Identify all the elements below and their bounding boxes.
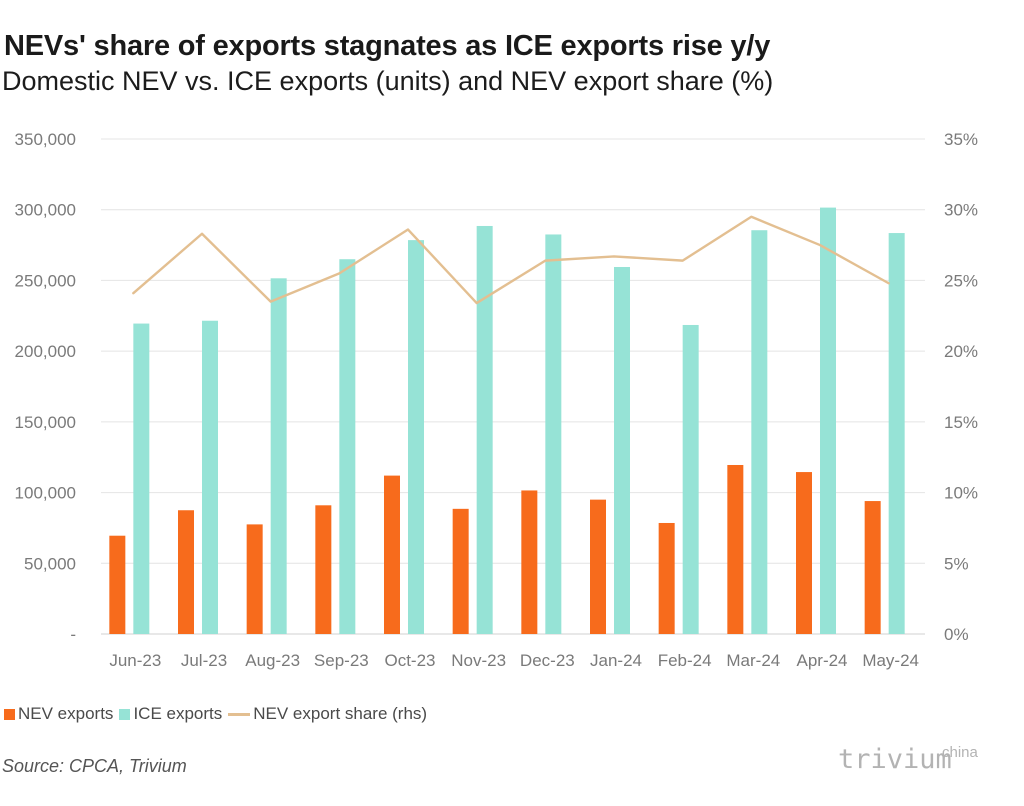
legend-item-ice: ICE exports: [119, 704, 222, 724]
x-tick-label: Nov-23: [451, 651, 506, 670]
bar-nev-exports: [178, 510, 194, 634]
bar-nev-exports: [384, 475, 400, 634]
bar-nev-exports: [796, 472, 812, 634]
y-left-tick-label: 150,000: [15, 413, 76, 432]
y-right-tick-label: 0%: [944, 625, 969, 644]
chart-title: NEVs' share of exports stagnates as ICE …: [4, 30, 771, 62]
axes: - 50,000 100,000 150,000 200,000 250,000 300,0…: [15, 130, 978, 670]
y-right-tick-label: 30%: [944, 201, 978, 220]
y-right-tick-label: 10%: [944, 484, 978, 503]
x-tick-label: Aug-23: [245, 651, 300, 670]
x-tick-label: Jan-24: [590, 651, 642, 670]
bar-ice-exports: [339, 259, 356, 634]
bar-ice-exports: [133, 323, 150, 634]
x-tick-label: Jun-23: [109, 651, 161, 670]
legend: NEV exports ICE exports NEV export share…: [4, 704, 433, 724]
legend-item-nev: NEV exports: [4, 704, 113, 724]
bar-ice-exports: [270, 278, 287, 634]
bar-nev-exports: [864, 501, 881, 634]
y-left-tick-label: 50,000: [24, 554, 76, 573]
legend-swatch-share: [228, 712, 251, 716]
legend-swatch-ice: [119, 708, 131, 720]
bar-ice-exports: [751, 230, 768, 634]
x-tick-label: Mar-24: [726, 651, 780, 670]
y-left-tick-label: -: [70, 625, 76, 644]
share-line: [132, 215, 890, 305]
gridlines: [101, 138, 925, 635]
y-right-tick-label: 25%: [944, 271, 978, 290]
bar-ice-exports: [614, 266, 630, 634]
y-left-tick-label: 200,000: [15, 342, 76, 361]
legend-item-share: NEV export share (rhs): [228, 704, 427, 724]
x-tick-label: May-24: [862, 651, 919, 670]
bar-nev-exports: [315, 505, 332, 634]
y-right-tick-label: 5%: [944, 554, 969, 573]
bar-ice-exports: [476, 225, 493, 634]
bar-nev-exports: [109, 535, 126, 634]
y-right-tick-label: 35%: [944, 130, 978, 149]
legend-label-ice: ICE exports: [133, 704, 223, 723]
bars: [109, 207, 905, 635]
legend-label-share: NEV export share (rhs): [253, 704, 428, 723]
line-nev-export-share: [132, 215, 890, 305]
source-note: Source: CPCA, Trivium: [2, 756, 187, 776]
legend-swatch-nev: [4, 708, 15, 720]
legend-label-nev: NEV exports: [18, 704, 114, 723]
bar-nev-exports: [658, 522, 675, 634]
bar-nev-exports: [452, 508, 469, 634]
x-tick-label: Feb-24: [658, 651, 712, 670]
brand-logo-sup: china: [942, 744, 978, 761]
bar-nev-exports: [727, 464, 744, 634]
bar-nev-exports: [246, 524, 263, 634]
x-tick-label: Sep-23: [314, 651, 369, 670]
x-tick-label: Apr-24: [796, 651, 847, 670]
y-left-tick-label: 250,000: [15, 271, 76, 290]
y-left-tick-label: 300,000: [15, 201, 76, 220]
bar-ice-exports: [682, 324, 699, 634]
chart-subtitle: Domestic NEV vs. ICE exports (units) and…: [2, 66, 774, 96]
x-tick-label: Dec-23: [520, 651, 575, 670]
brand-logo: trivium: [838, 744, 952, 775]
bar-ice-exports: [202, 320, 218, 634]
y-right-tick-label: 20%: [944, 342, 978, 361]
bar-ice-exports: [408, 240, 424, 634]
y-left-tick-label: 100,000: [15, 484, 76, 503]
y-right-tick-label: 15%: [944, 413, 978, 432]
bar-ice-exports: [820, 207, 836, 635]
bar-nev-exports: [590, 499, 606, 634]
bar-ice-exports: [888, 233, 905, 635]
x-tick-label: Jul-23: [181, 651, 227, 670]
x-tick-label: Oct-23: [384, 651, 435, 670]
bar-ice-exports: [545, 234, 562, 634]
y-left-tick-label: 350,000: [15, 130, 76, 149]
bar-nev-exports: [521, 490, 538, 634]
